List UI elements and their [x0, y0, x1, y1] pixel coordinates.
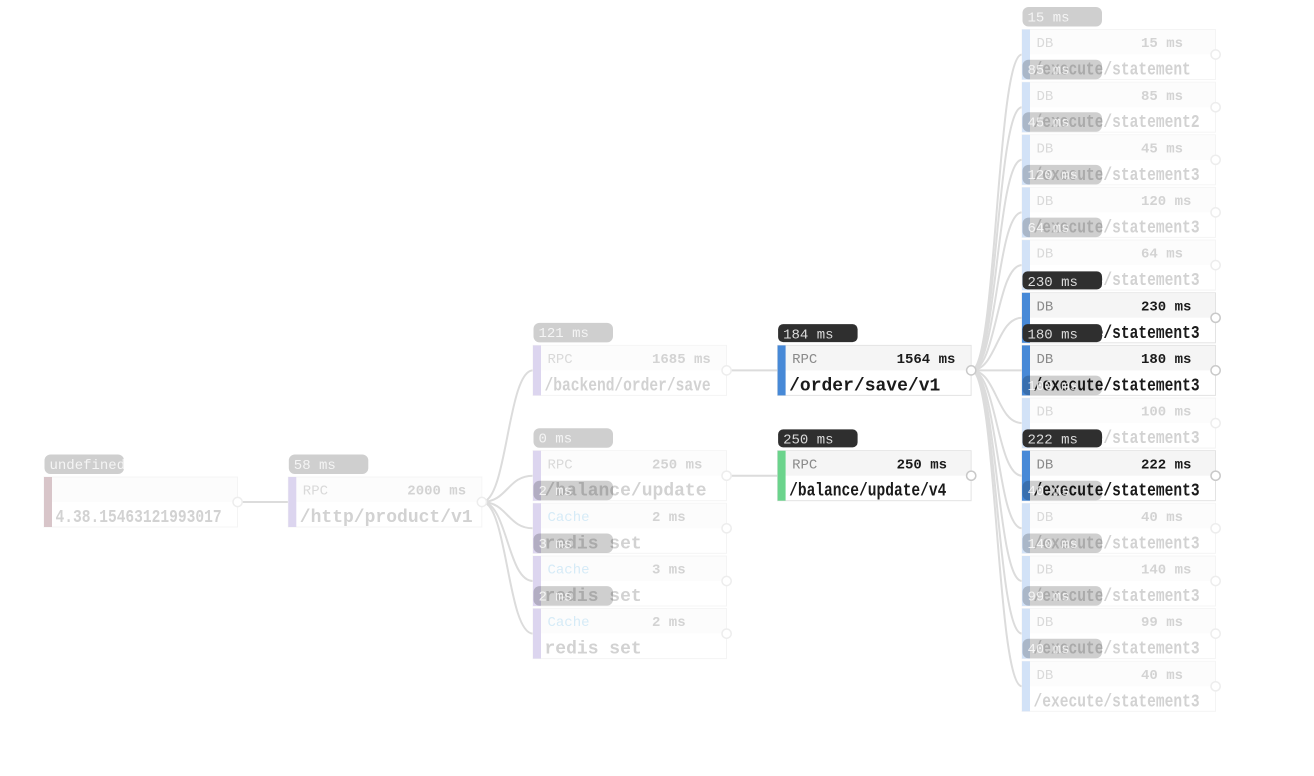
svg-text:121 ms: 121 ms	[539, 326, 589, 342]
svg-text:DB: DB	[1037, 563, 1054, 579]
svg-text:85 ms: 85 ms	[1141, 89, 1183, 105]
svg-text:DB: DB	[1037, 510, 1054, 526]
svg-text:250 ms: 250 ms	[897, 457, 947, 473]
svg-text:DB: DB	[1037, 615, 1054, 631]
svg-text:100 ms: 100 ms	[1141, 405, 1191, 421]
svg-text:/execute/statement3: /execute/statement3	[1034, 482, 1200, 502]
svg-text:DB: DB	[1037, 299, 1054, 315]
svg-text:45 ms: 45 ms	[1141, 141, 1183, 157]
svg-text:99 ms: 99 ms	[1028, 589, 1070, 605]
svg-text:180 ms: 180 ms	[1028, 327, 1078, 343]
svg-text:140 ms: 140 ms	[1141, 563, 1191, 579]
svg-text:250 ms: 250 ms	[652, 457, 702, 473]
svg-text:RPC: RPC	[548, 457, 573, 473]
svg-text:180 ms: 180 ms	[1141, 352, 1191, 368]
svg-text:2 ms: 2 ms	[539, 589, 573, 605]
svg-text:Cache: Cache	[548, 563, 590, 579]
svg-text:RPC: RPC	[548, 352, 573, 368]
svg-text:250 ms: 250 ms	[783, 433, 833, 449]
svg-text:/execute/statement3: /execute/statement3	[1034, 692, 1200, 712]
svg-text:100 ms: 100 ms	[1028, 379, 1078, 395]
svg-text:3 ms: 3 ms	[652, 563, 686, 579]
svg-text:RPC: RPC	[303, 484, 328, 500]
svg-text:45 ms: 45 ms	[1028, 116, 1070, 132]
svg-text:redis set: redis set	[545, 640, 642, 660]
svg-text:RPC: RPC	[792, 457, 817, 473]
svg-text:140 ms: 140 ms	[1028, 537, 1078, 553]
svg-text:0 ms: 0 ms	[539, 432, 573, 448]
svg-text:40 ms: 40 ms	[1141, 668, 1183, 684]
svg-text:DB: DB	[1037, 89, 1054, 105]
svg-text:/execute/statement3: /execute/statement3	[1034, 587, 1200, 607]
svg-text:15 ms: 15 ms	[1028, 10, 1070, 26]
svg-text:Cache: Cache	[548, 510, 590, 526]
svg-text:/execute/statement2: /execute/statement2	[1034, 113, 1200, 133]
svg-text:/http/product/v1: /http/product/v1	[300, 508, 473, 528]
svg-text:120 ms: 120 ms	[1141, 194, 1191, 210]
svg-text:15 ms: 15 ms	[1141, 36, 1183, 52]
svg-text:222 ms: 222 ms	[1028, 433, 1078, 449]
svg-text:230 ms: 230 ms	[1028, 275, 1078, 291]
svg-text:2000 ms: 2000 ms	[407, 484, 466, 500]
svg-text:58 ms: 58 ms	[294, 458, 336, 474]
svg-text:64 ms: 64 ms	[1141, 247, 1183, 263]
svg-text:2 ms: 2 ms	[652, 510, 686, 526]
svg-text:/order/save/v1: /order/save/v1	[789, 376, 940, 396]
svg-text:3 ms: 3 ms	[539, 537, 573, 553]
svg-text:DB: DB	[1037, 352, 1054, 368]
svg-text:222 ms: 222 ms	[1141, 457, 1191, 473]
svg-text:40 ms: 40 ms	[1028, 484, 1070, 500]
svg-text:RPC: RPC	[792, 352, 817, 368]
svg-text:/backend/order/save: /backend/order/save	[545, 376, 711, 396]
svg-text:Cache: Cache	[548, 615, 590, 631]
svg-text:DB: DB	[1037, 668, 1054, 684]
svg-text:1685 ms: 1685 ms	[652, 352, 711, 368]
svg-text:85 ms: 85 ms	[1028, 63, 1070, 79]
svg-text:/balance/update: /balance/update	[545, 482, 707, 502]
svg-text:undefined: undefined	[50, 458, 126, 474]
svg-text:/execute/statement: /execute/statement	[1034, 61, 1191, 81]
svg-text:redis set: redis set	[545, 587, 642, 607]
svg-text:redis set: redis set	[545, 534, 642, 554]
svg-text:/balance/update/v4: /balance/update/v4	[789, 482, 946, 502]
svg-text:184 ms: 184 ms	[783, 327, 833, 343]
svg-text:120 ms: 120 ms	[1028, 168, 1078, 184]
svg-text:64 ms: 64 ms	[1028, 221, 1070, 237]
svg-text:230 ms: 230 ms	[1141, 299, 1191, 315]
svg-text:DB: DB	[1037, 36, 1054, 52]
svg-text:/execute/statement3: /execute/statement3	[1034, 376, 1200, 396]
svg-text:DB: DB	[1037, 141, 1054, 157]
svg-text:40 ms: 40 ms	[1141, 510, 1183, 526]
svg-text:2 ms: 2 ms	[652, 615, 686, 631]
svg-text:/execute/statement3: /execute/statement3	[1034, 640, 1200, 660]
svg-text:DB: DB	[1037, 247, 1054, 263]
svg-text:99 ms: 99 ms	[1141, 615, 1183, 631]
svg-text:/execute/statement3: /execute/statement3	[1034, 534, 1200, 554]
svg-text:/execute/statement3: /execute/statement3	[1034, 166, 1200, 186]
svg-text:DB: DB	[1037, 405, 1054, 421]
svg-text:DB: DB	[1037, 457, 1054, 473]
svg-text:DB: DB	[1037, 194, 1054, 210]
svg-text:2 ms: 2 ms	[539, 484, 573, 500]
svg-text:/execute/statement3: /execute/statement3	[1034, 218, 1200, 238]
svg-text:40 ms: 40 ms	[1028, 642, 1070, 658]
svg-text:4.38.15463121993017: 4.38.15463121993017	[56, 508, 222, 528]
svg-text:1564 ms: 1564 ms	[897, 352, 956, 368]
